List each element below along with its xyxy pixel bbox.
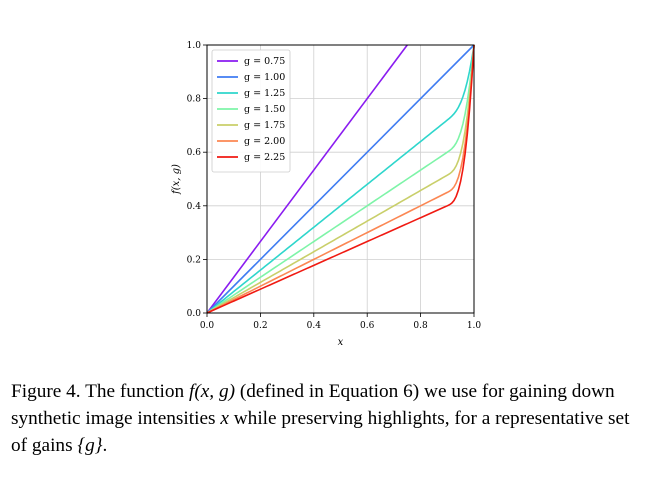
caption-text-3: while preserving highlights, for a repre… [11,408,630,456]
x-tick-label: 1.0 [467,321,482,331]
y-axis-label: f(x, g) [171,164,182,195]
legend-label: g = 1.50 [244,104,285,115]
x-tick-label: 0.8 [413,321,428,331]
legend-label: g = 1.00 [244,72,285,83]
series-line [206,44,475,314]
x-axis-label: x [338,337,344,348]
plot-frame [206,44,475,314]
figure-caption: Figure 4. The function f(x, g) (defined … [11,378,641,459]
y-tick-label: 0.8 [187,95,202,105]
caption-math-x: x [220,408,229,429]
x-tick-label: 0.4 [307,321,322,331]
caption-math-fxg: f(x, g) [188,381,236,402]
y-tick-label: 0.2 [187,255,201,265]
series-line [206,44,475,314]
series-line [206,44,475,314]
caption-text-4: . [102,435,108,456]
x-tick-label: 0.0 [200,321,215,331]
caption-text-1: Figure 4. The function [11,381,189,402]
caption-math-g: {g} [77,435,103,456]
series-line [206,44,408,314]
series-line [206,44,475,314]
series-line [206,44,475,314]
x-tick-label: 0.2 [253,321,267,331]
axis-ticks: 0.0 0.2 0.4 0.6 0.8 1.0 0.0 0.2 0.4 0.6 0.8 1.0 [187,41,482,331]
legend-label: g = 2.00 [244,136,285,147]
y-tick-label: 0.4 [187,202,202,212]
caption-text-2: (defined in Equation 6) we use for gaini… [11,381,615,429]
y-tick-label: 1.0 [187,41,202,51]
legend-label: g = 2.25 [244,152,285,163]
legend-label: g = 1.75 [244,120,285,131]
y-tick-label: 0.0 [187,309,202,319]
y-tick-label: 0.6 [187,148,202,158]
series-line [206,44,475,314]
legend-label: g = 1.25 [244,88,285,99]
series-lines [206,44,475,314]
x-tick-label: 0.6 [360,321,375,331]
legend: g = 0.75 g = 1.00 g = 1.25 g = 1.50 g = 1.75… [211,49,291,173]
line-chart: 0.0 0.2 0.4 0.6 0.8 1.0 0.0 0.2 0.4 0.6 0.8 1.0 x f… [171,41,482,348]
legend-label: g = 0.75 [244,56,285,67]
